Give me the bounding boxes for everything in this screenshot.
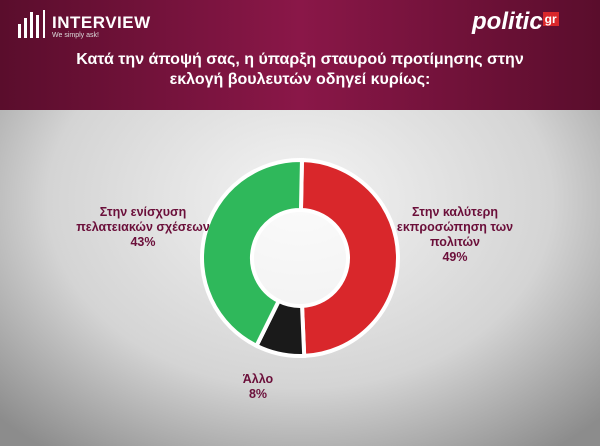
value-label: 43% (130, 235, 156, 249)
brand-icon (18, 10, 45, 38)
donut-slice (200, 158, 304, 349)
tagline: We simply ask! (52, 32, 99, 39)
logo-suffix: gr (542, 12, 559, 26)
category-label: Άλλο (242, 372, 274, 386)
logo: politic gr (472, 8, 559, 36)
brand: INTERVIEW (52, 13, 151, 32)
chart-title: Κατά την άποψή σας, η ύπαρξη σταυρού προ… (76, 51, 524, 88)
slice-label: Στην καλύτερη εκπροσώπηση των πολιτών 49% (395, 205, 515, 265)
donut-slice (298, 157, 400, 358)
category-label: Στην ενίσχυση πελατειακών σχέσεων (76, 205, 210, 234)
logo-text: politic (472, 8, 543, 35)
slice-label: Άλλο 8% (228, 372, 288, 402)
header-band (0, 0, 600, 110)
value-label: 49% (442, 250, 468, 264)
slice-label: Στην ενίσχυση πελατειακών σχέσεων 43% (73, 205, 213, 250)
category-label: Στην καλύτερη εκπροσώπηση των πολιτών (396, 205, 514, 249)
donut-hole (250, 208, 350, 308)
value-label: 8% (248, 387, 268, 401)
